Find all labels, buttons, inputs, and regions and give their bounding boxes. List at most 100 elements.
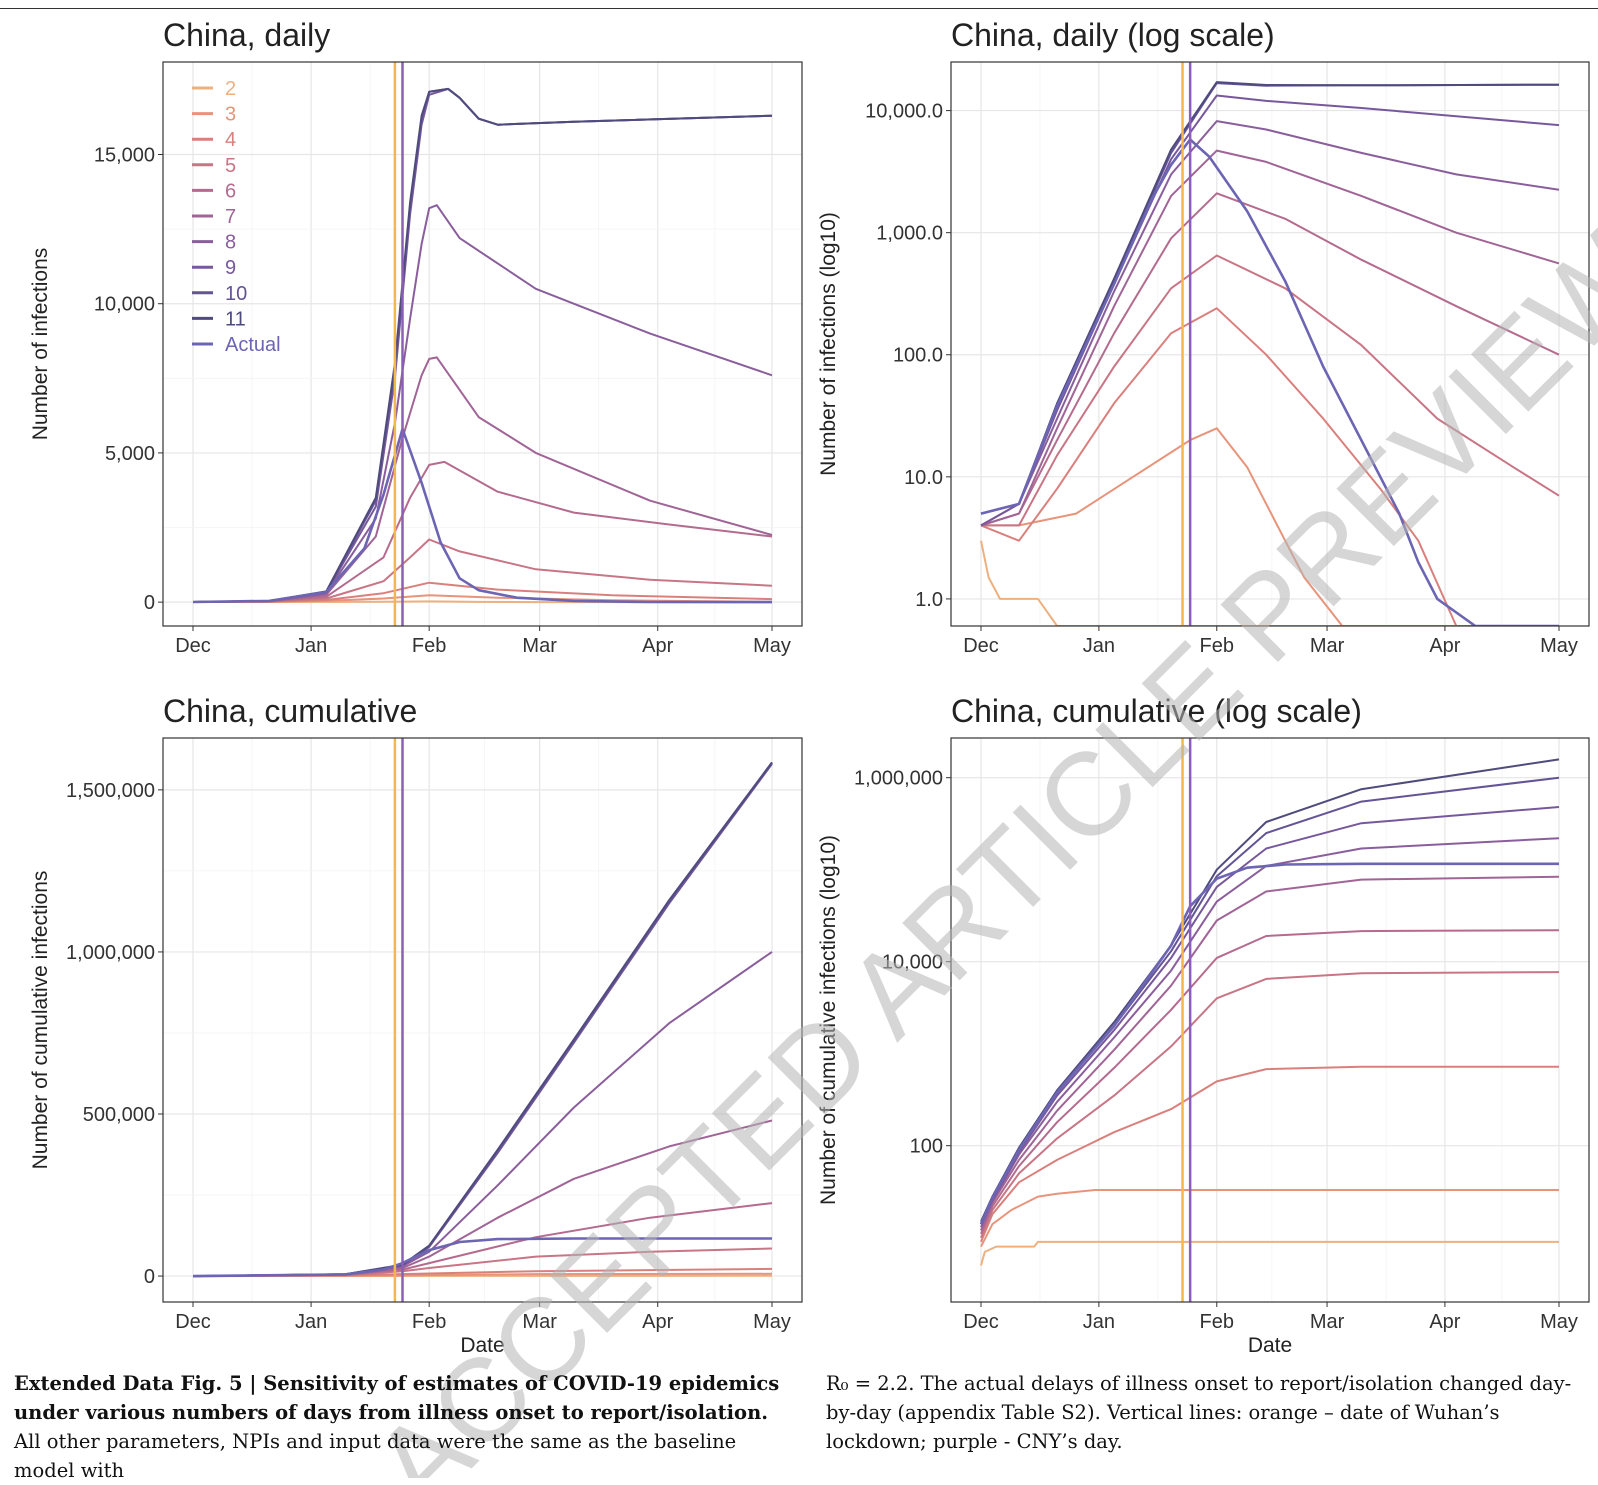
y-tick-label: 1,000,000: [854, 768, 943, 790]
legend-label: 2: [225, 78, 236, 100]
y-axis-label: Number of infections (log10): [817, 212, 840, 476]
series-line-11: [981, 82, 1559, 513]
x-tick-label: Jan: [295, 1311, 327, 1333]
caption-left-bold: Extended Data Fig. 5 | Sensitivity of es…: [14, 1372, 779, 1424]
y-tick-label: 1,000,000: [66, 942, 155, 964]
y-tick-label: 1,000.0: [876, 223, 943, 245]
series-line-3: [981, 428, 1559, 626]
chart-title: China, daily: [163, 17, 330, 53]
chart-title: China, cumulative: [163, 693, 417, 729]
chart-daily-log: China, daily (log scale) 1.0 10.0 100.0 1,00…: [817, 17, 1589, 657]
series-line-2: [981, 541, 1559, 626]
y-tick-label: 10,000.0: [865, 101, 943, 123]
x-tick-label: Feb: [412, 1311, 446, 1333]
x-tick-label: Dec: [175, 635, 211, 657]
panel-border: [163, 738, 802, 1302]
series-line-7: [193, 1121, 772, 1277]
y-tick-label: 0: [144, 1266, 155, 1288]
y-tick-label: 10.0: [904, 467, 943, 489]
y-tick-label: 100: [910, 1136, 943, 1158]
legend: 2 3 4 5 6 7 8 9 10 11 Actual: [192, 78, 281, 356]
x-tick-label: Dec: [175, 1311, 211, 1333]
series-line-8: [193, 205, 772, 602]
chart-cumulative: China, cumulative 0 500,000 1,000,000 1,500,…: [29, 693, 802, 1357]
x-tick-label: Apr: [1429, 635, 1460, 657]
x-tick-label: Jan: [295, 635, 327, 657]
series-line-4: [981, 1067, 1559, 1242]
x-tick-label: Dec: [963, 1311, 999, 1333]
series-line-actual: [981, 864, 1559, 1224]
legend-label: 4: [225, 129, 236, 151]
y-tick-label: 5,000: [105, 443, 155, 465]
series-line-5: [981, 256, 1559, 526]
x-tick-label: May: [753, 635, 791, 657]
series-line-5: [193, 540, 772, 603]
legend-label: 9: [225, 257, 236, 279]
y-tick-label: 100.0: [893, 345, 943, 367]
x-axis-label: Date: [460, 1334, 504, 1357]
y-tick-label: 1,500,000: [66, 780, 155, 802]
panel-border: [951, 62, 1589, 626]
series-line-9: [981, 807, 1559, 1224]
legend-label: 7: [225, 206, 236, 228]
y-axis-label: Number of cumulative infections (log10): [817, 835, 840, 1205]
x-tick-label: Feb: [1200, 635, 1234, 657]
x-tick-label: May: [753, 1311, 791, 1333]
y-tick-label: 1.0: [915, 589, 943, 611]
series-line-9: [981, 96, 1559, 526]
series-line-8: [981, 838, 1559, 1227]
y-tick-label: 15,000: [94, 145, 155, 167]
y-tick-label: 10,000: [94, 294, 155, 316]
y-axis-label: Number of cumulative infections: [29, 871, 52, 1170]
chart-title: China, daily (log scale): [951, 17, 1275, 53]
x-tick-label: Apr: [642, 1311, 673, 1333]
series-group: [981, 759, 1559, 1265]
x-tick-label: Mar: [1310, 635, 1345, 657]
series-line-11: [981, 759, 1559, 1221]
legend-label: 3: [225, 104, 236, 126]
y-tick-label: 500,000: [83, 1104, 155, 1126]
y-axis-label: Number of infections: [29, 248, 52, 441]
series-line-8: [981, 121, 1559, 525]
chart-daily: China, daily 0 5,000 10,000 15,000 Dec Jan Feb M…: [29, 17, 802, 657]
legend-label: 10: [225, 283, 247, 305]
x-tick-label: Jan: [1083, 635, 1115, 657]
series-line-2: [981, 1242, 1559, 1266]
series-line-5: [981, 972, 1559, 1238]
legend-label: 5: [225, 155, 236, 177]
series-line-7: [981, 151, 1559, 526]
x-axis-label: Date: [1248, 1334, 1292, 1357]
legend-label: 8: [225, 232, 236, 254]
x-tick-label: Mar: [522, 1311, 557, 1333]
y-tick-label: 0: [144, 592, 155, 614]
x-tick-label: Jan: [1083, 1311, 1115, 1333]
panel-border: [951, 738, 1589, 1302]
x-tick-label: Mar: [522, 635, 557, 657]
chart-title: China, cumulative (log scale): [951, 693, 1362, 729]
legend-label: Actual: [225, 334, 281, 356]
x-tick-label: Feb: [412, 635, 446, 657]
x-tick-label: Mar: [1310, 1311, 1345, 1333]
series-group: [193, 762, 772, 1276]
caption-left: Extended Data Fig. 5 | Sensitivity of es…: [14, 1369, 789, 1485]
series-line-actual: [193, 429, 772, 602]
caption-right: R₀ = 2.2. The actual delays of illness o…: [826, 1369, 1586, 1456]
gridlines: [951, 62, 1589, 626]
x-tick-label: Dec: [963, 635, 999, 657]
series-line-4: [981, 308, 1559, 626]
legend-label: 11: [225, 308, 246, 330]
x-tick-label: Apr: [642, 635, 673, 657]
series-line-10: [981, 778, 1559, 1224]
series-line-7: [193, 357, 772, 602]
series-line-10: [981, 83, 1559, 513]
gridlines: [163, 738, 802, 1302]
series-line-3: [981, 1190, 1559, 1247]
chart-cumulative-log: China, cumulative (log scale)10010,0001,…: [817, 693, 1589, 1357]
x-tick-label: Feb: [1200, 1311, 1234, 1333]
legend-label: 6: [225, 180, 236, 202]
series-group: [981, 82, 1559, 626]
gridlines: [951, 738, 1589, 1302]
x-tick-label: May: [1540, 635, 1578, 657]
x-tick-label: Apr: [1429, 1311, 1460, 1333]
